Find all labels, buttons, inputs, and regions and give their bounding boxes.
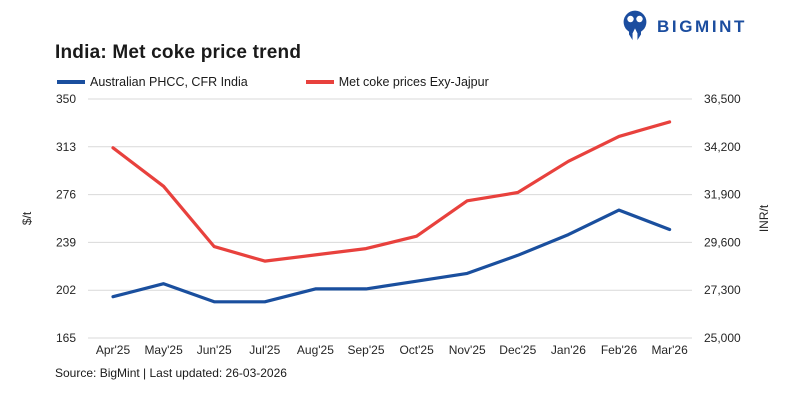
x-axis-label: Oct'25 (399, 343, 434, 357)
y-axis-tick-right: 27,300 (704, 283, 741, 297)
legend-item-exy-jajpur: Met coke prices Exy-Jajpur (305, 75, 489, 89)
y-axis-tick-right: 25,000 (704, 331, 741, 345)
x-axis-label: Feb'26 (601, 343, 638, 357)
x-axis-label: Jul'25 (249, 343, 280, 357)
bigmint-logo-text: BIGMINT (657, 16, 747, 36)
x-axis-label: Sep'25 (348, 343, 385, 357)
source-note: Source: BigMint | Last updated: 26-03-20… (55, 366, 287, 380)
x-axis-label: Jun'25 (197, 343, 232, 357)
y-axis-title-right: INR/t (757, 204, 771, 232)
y-axis-tick-right: 34,200 (704, 140, 741, 154)
y-axis-tick-left: 202 (56, 283, 76, 297)
y-axis-tick-right: 36,500 (704, 92, 741, 106)
y-axis-title-left: $/t (20, 211, 34, 225)
y-axis-tick-left: 350 (56, 92, 76, 106)
series-line-phcc (111, 208, 672, 304)
bigmint-logo: BIGMINT (620, 10, 747, 43)
x-axis-label: Nov'25 (449, 343, 486, 357)
legend-label-phcc: Australian PHCC, CFR India (90, 75, 248, 89)
y-axis-tick-left: 276 (56, 188, 76, 202)
y-axis-tick-left: 313 (56, 140, 76, 154)
bigmint-logo-icon (623, 10, 647, 43)
x-axis-label: Apr'25 (96, 343, 131, 357)
legend-swatch-exy-jajpur (305, 80, 334, 84)
legend-swatch-phcc (57, 80, 85, 84)
price-trend-chart: 350 36,500 313 34,200 276 31,900 239 29,600 202 2… (20, 92, 771, 357)
series-line-exy-jajpur (111, 120, 672, 263)
legend-item-phcc: Australian PHCC, CFR India (57, 75, 248, 89)
x-axis-label: Mar'26 (651, 343, 688, 357)
legend-label-exy-jajpur: Met coke prices Exy-Jajpur (338, 75, 489, 89)
x-axis-label: May'25 (144, 343, 183, 357)
chart-legend: Australian PHCC, CFR India Met coke pric… (57, 75, 800, 89)
y-axis-tick-right: 29,600 (704, 235, 741, 249)
y-axis-tick-left: 239 (56, 235, 76, 249)
x-axis-label: Jan'26 (551, 343, 586, 357)
y-axis-tick-right: 31,900 (704, 188, 741, 202)
x-axis-label: Aug'25 (297, 343, 334, 357)
y-axis-tick-left: 165 (56, 331, 76, 345)
page-title: India: Met coke price trend (55, 42, 302, 63)
x-axis-label: Dec'25 (499, 343, 536, 357)
